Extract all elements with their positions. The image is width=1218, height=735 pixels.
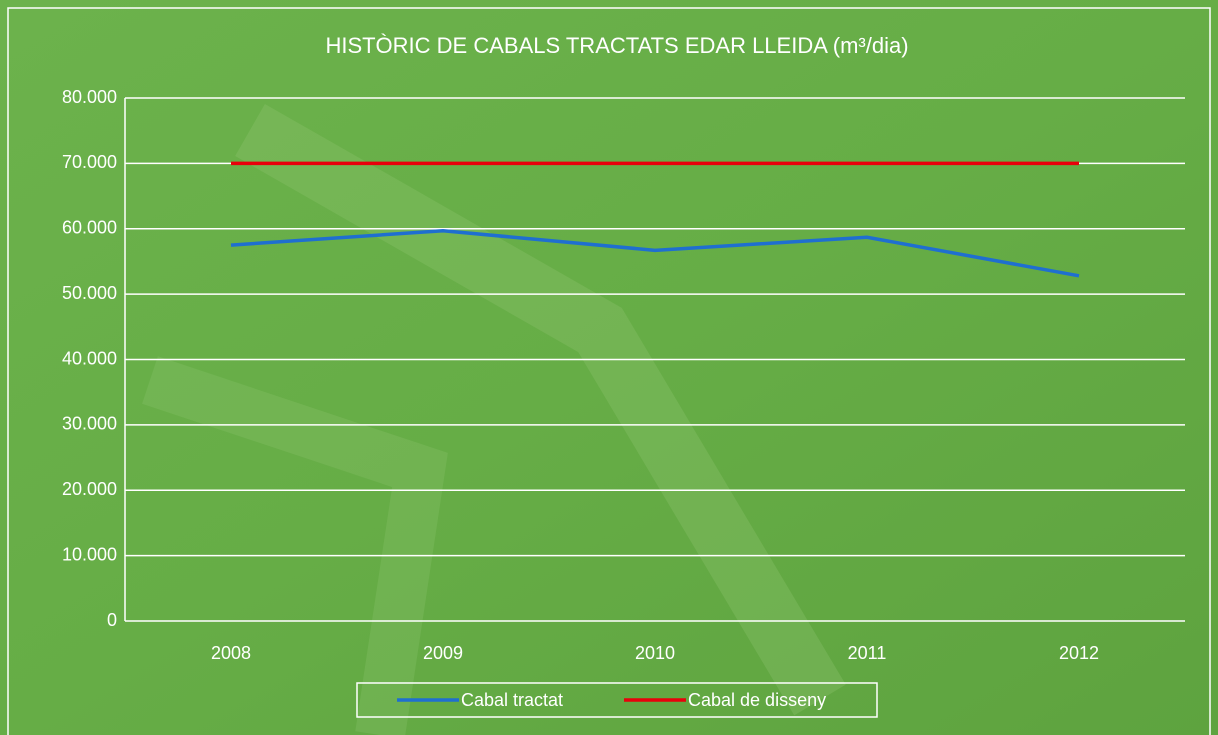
x-tick-label: 2011 [848,643,887,663]
legend-label: Cabal de disseny [688,690,826,710]
legend-box [356,682,878,718]
x-tick-label: 2008 [211,643,251,663]
y-tick-label: 20.000 [62,479,117,499]
chart-title: HISTÒRIC DE CABALS TRACTATS EDAR LLEIDA … [325,33,908,58]
y-tick-label: 40.000 [62,348,117,368]
y-tick-label: 80.000 [62,87,117,107]
chart-border [7,7,1211,735]
y-tick-label: 60.000 [62,218,117,238]
background-pattern [142,356,448,735]
series-line [230,228,1080,278]
y-tick-label: 0 [107,610,117,630]
x-tick-label: 2012 [1059,643,1099,663]
legend-label: Cabal tractat [461,690,563,710]
y-tick-label: 10.000 [62,544,117,564]
x-tick-label: 2010 [635,643,675,663]
y-tick-label: 50.000 [62,283,117,303]
y-tick-label: 70.000 [62,152,117,172]
x-tick-label: 2009 [423,643,463,663]
background-pattern [235,103,846,716]
y-tick-label: 30.000 [62,414,117,434]
